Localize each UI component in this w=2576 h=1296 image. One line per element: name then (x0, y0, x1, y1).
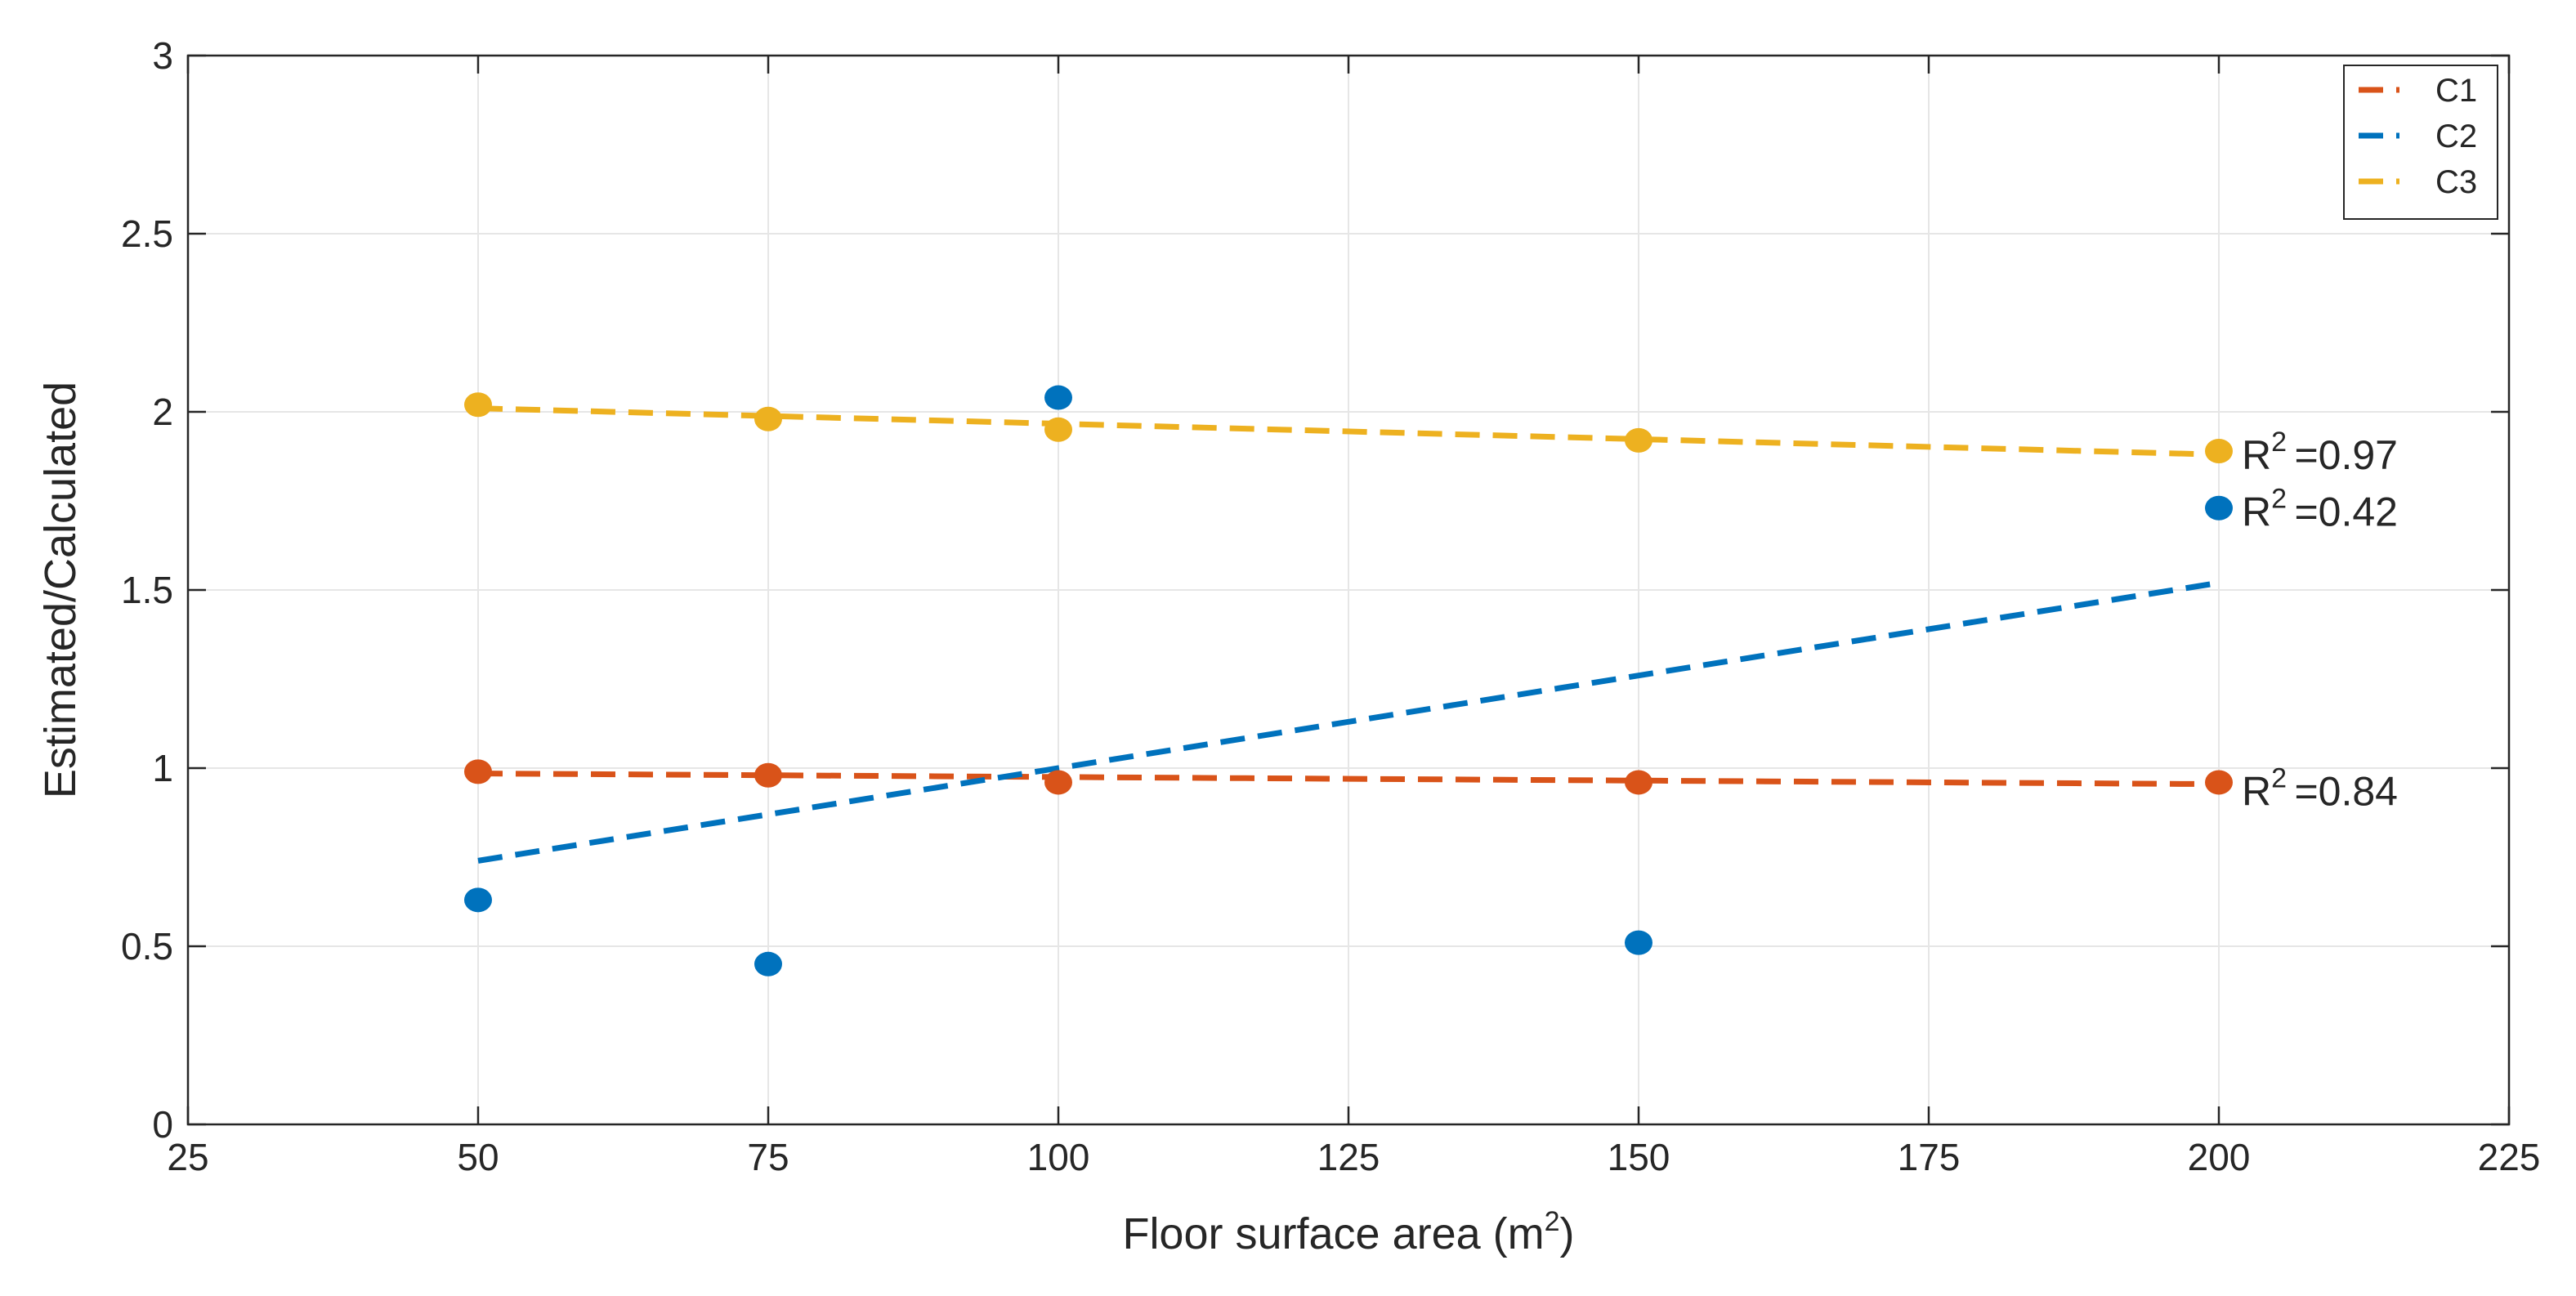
data-point-c3 (2205, 438, 2233, 463)
legend-label-c1: C1 (2435, 73, 2477, 109)
x-tick-label: 50 (457, 1136, 499, 1178)
x-tick-label: 100 (1027, 1136, 1090, 1178)
x-tick-label: 175 (1898, 1136, 1961, 1178)
x-tick-label: 225 (2478, 1136, 2541, 1178)
x-tick-label: 75 (747, 1136, 789, 1178)
data-point-c2 (2205, 495, 2233, 521)
data-point-c2 (1044, 385, 1072, 410)
r2-labels: R2 =0.84 R2 =0.42 R2 =0.97 (2242, 427, 2398, 814)
legend-label-c2: C2 (2435, 118, 2477, 154)
x-tick-label: 125 (1317, 1136, 1380, 1178)
y-tick-label: 3 (152, 34, 173, 77)
data-point-c1 (754, 762, 782, 788)
legend: C1 C2 C3 (2343, 65, 2498, 220)
trend-lines (477, 405, 2220, 864)
data-point-c1 (1625, 770, 1652, 795)
data-points (464, 385, 2233, 976)
data-point-c1 (464, 759, 492, 784)
x-axis-title: Floor surface area (m2) (1122, 1206, 1574, 1258)
y-tick-label: 2 (152, 391, 173, 433)
data-point-c2 (1625, 930, 1652, 955)
r2-label-c1: R2 =0.84 (2242, 762, 2398, 814)
trend-line-c1 (477, 771, 2220, 788)
y-tick-label: 2.5 (121, 212, 173, 255)
y-tick-label: 1 (152, 747, 173, 789)
x-tick-label: 200 (2188, 1136, 2251, 1178)
y-tick-label: 0.5 (121, 925, 173, 968)
y-tick-label: 0 (152, 1103, 173, 1146)
r2-label-c3: R2 =0.97 (2242, 427, 2398, 478)
trend-line-c3 (477, 405, 2220, 458)
data-point-c1 (2205, 770, 2233, 795)
legend-label-c3: C3 (2435, 164, 2477, 200)
data-point-c3 (1625, 427, 1652, 453)
data-point-c2 (464, 887, 492, 913)
trend-line-c2 (477, 579, 2220, 864)
data-point-c3 (464, 392, 492, 418)
data-point-c2 (754, 951, 782, 976)
x-tick-label: 150 (1608, 1136, 1670, 1178)
x-tick-label: 25 (167, 1136, 208, 1178)
data-point-c3 (1044, 417, 1072, 442)
data-point-c1 (1044, 770, 1072, 795)
r2-label-c2: R2 =0.42 (2242, 484, 2398, 535)
data-point-c3 (754, 406, 782, 431)
y-tick-label: 1.5 (121, 569, 173, 611)
axis-ticks: 25 50 75 100 125 150 175 200 225 0 0.5 1 1.5 2 2.5 3 (121, 34, 2540, 1178)
y-axis-title: Estimated/Calculated (36, 382, 85, 798)
